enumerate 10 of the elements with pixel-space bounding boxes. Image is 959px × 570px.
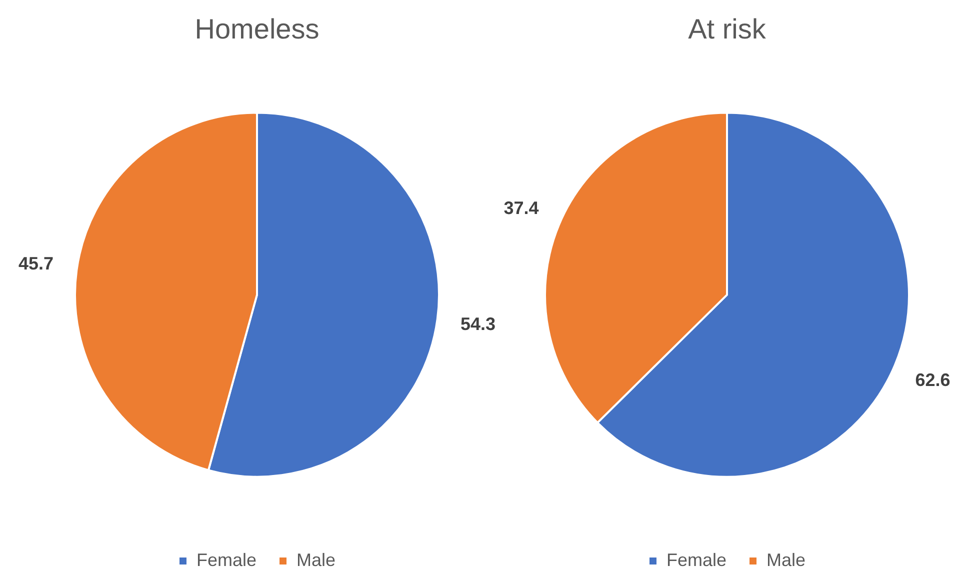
chart-title: At risk bbox=[688, 14, 767, 45]
legend-label: Male bbox=[766, 550, 806, 570]
legend-label: Female bbox=[666, 550, 727, 570]
data-label: 54.3 bbox=[460, 314, 496, 334]
legend-label: Female bbox=[196, 550, 257, 570]
legend-label: Male bbox=[296, 550, 336, 570]
data-label: 45.7 bbox=[18, 254, 54, 274]
chart-title: Homeless bbox=[194, 14, 320, 45]
data-label: 62.6 bbox=[915, 370, 950, 390]
data-label: 37.4 bbox=[504, 198, 539, 218]
